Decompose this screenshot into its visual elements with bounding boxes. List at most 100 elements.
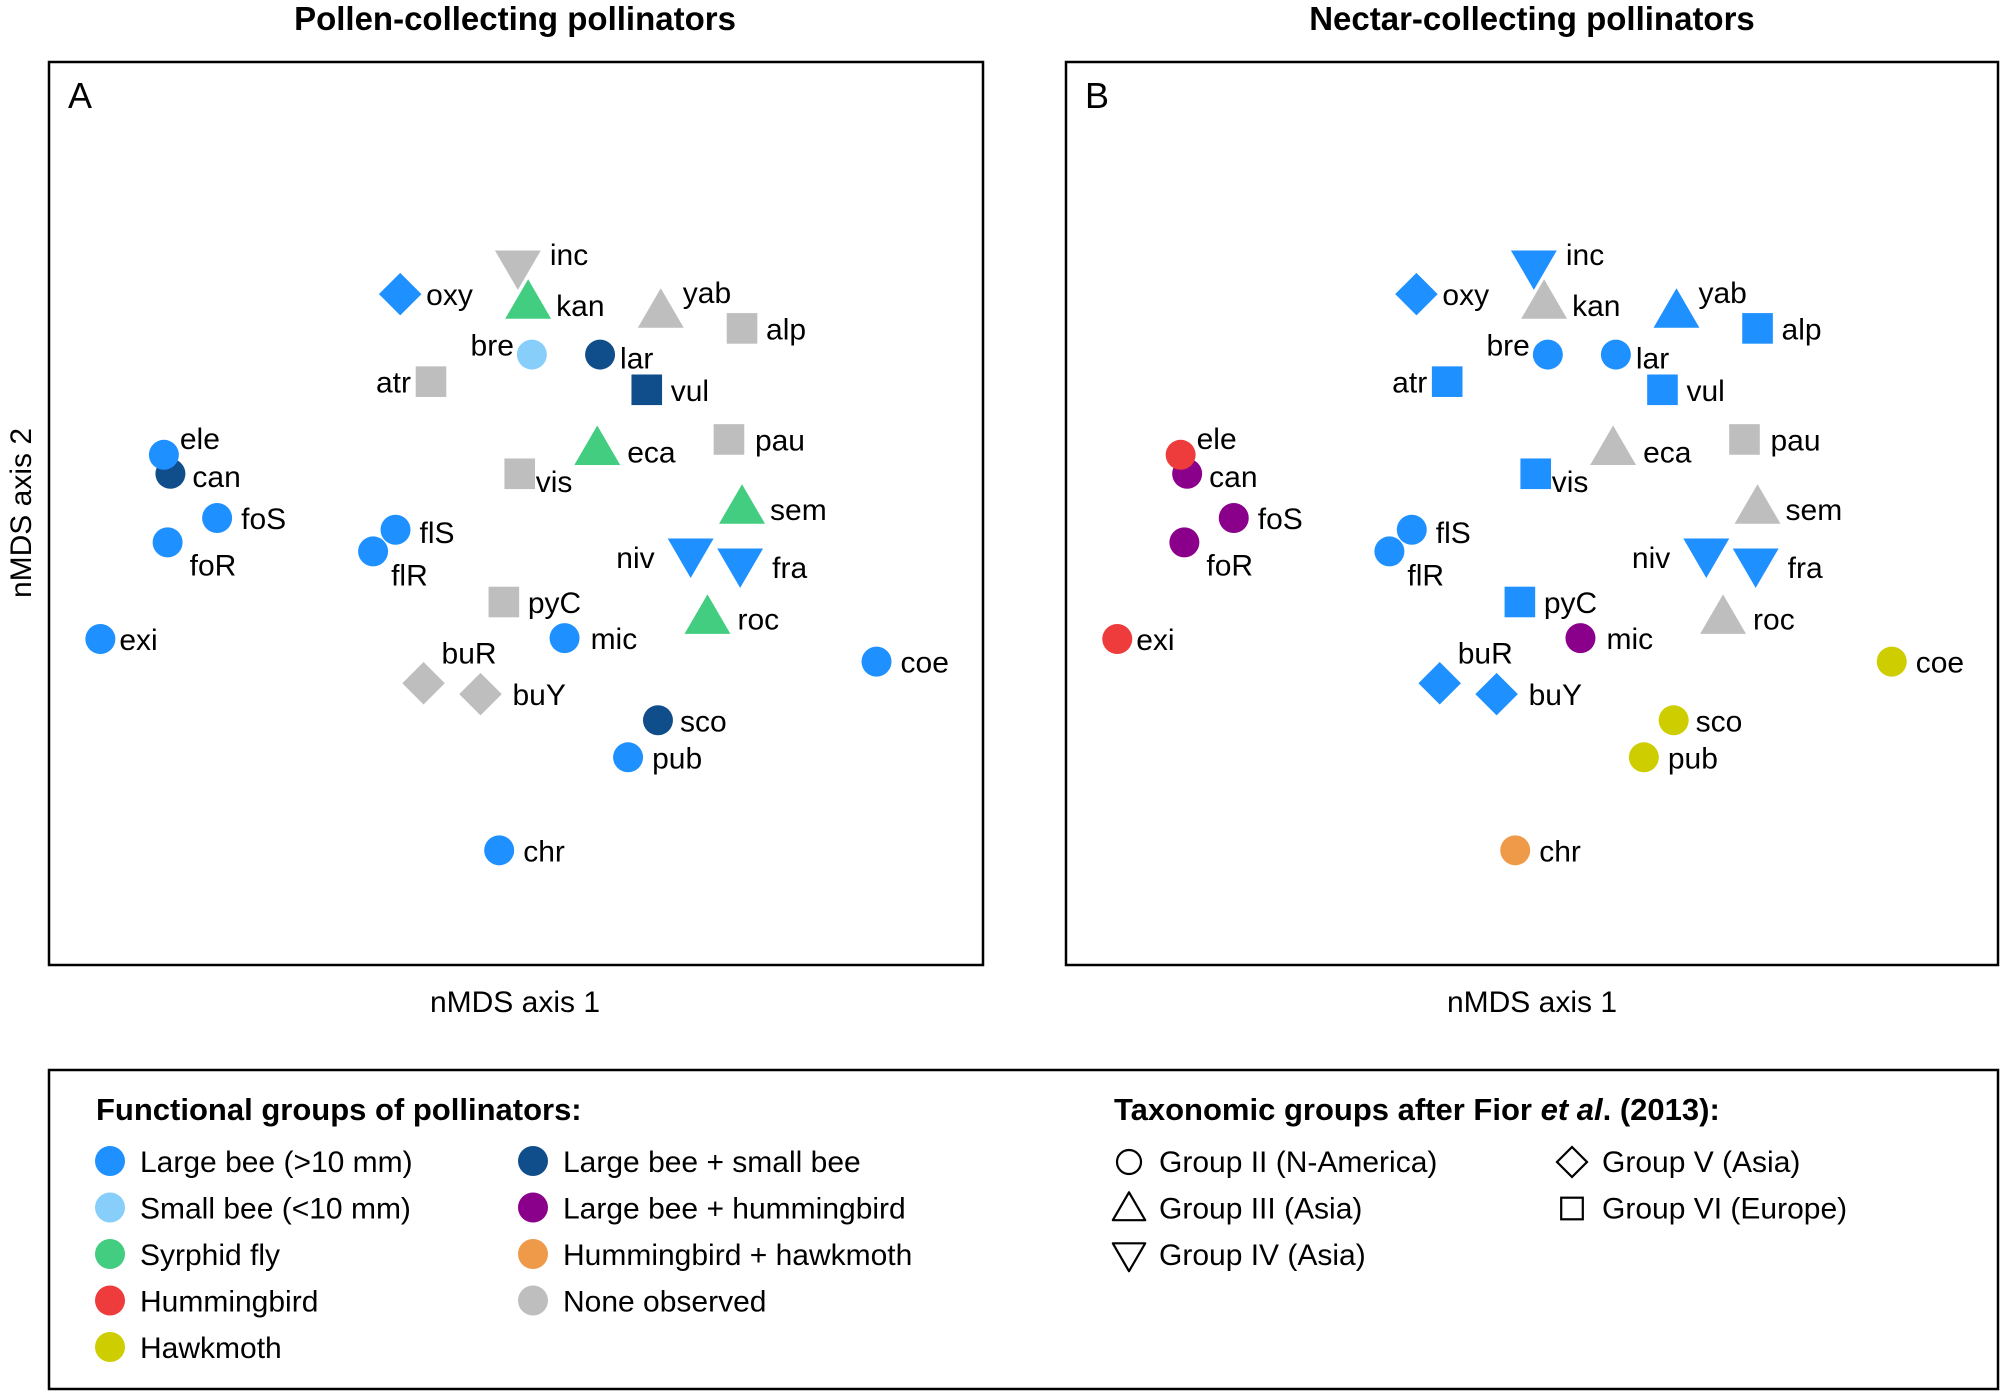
legend-item-label: Hawkmoth [140, 1332, 282, 1365]
legend-swatch-dot [518, 1192, 548, 1223]
diamond-outline-icon [1555, 1145, 1589, 1179]
panel-a-title: Pollen-collecting pollinators [294, 0, 736, 37]
marker-triangle-up [1734, 484, 1781, 524]
point-label: exi [119, 624, 157, 657]
point-label: coe [901, 647, 949, 680]
marker-square [1647, 374, 1678, 406]
data-point-lar: lar [585, 339, 653, 376]
marker-diamond [1395, 272, 1438, 316]
marker-square [1742, 313, 1773, 344]
point-label: lar [1636, 343, 1669, 376]
data-point-ele: ele [1165, 423, 1237, 470]
point-label: foR [190, 549, 237, 582]
marker-triangle-up [574, 425, 621, 466]
panel-b-title: Nectar-collecting pollinators [1309, 0, 1755, 37]
point-label: flR [1407, 559, 1444, 592]
marker-circle [85, 624, 116, 655]
point-label: alp [766, 313, 806, 346]
legend-functional-title: Functional groups of pollinators: [96, 1092, 582, 1127]
marker-triangle-up [505, 279, 552, 319]
point-label: vul [671, 375, 709, 408]
legend-taxonomic-items: Group II (N-America) Group III (Asia) Grou… [1111, 1145, 1847, 1273]
point-label: fra [1788, 552, 1823, 585]
legend-group-circle: Group II (N-America) [1115, 1146, 1437, 1179]
legend-swatch-dot [518, 1239, 548, 1269]
marker-triangle-up [1653, 288, 1700, 328]
data-point-pyC: pyC [488, 586, 581, 620]
data-point-buY: buY [1475, 672, 1582, 716]
data-point-eca: eca [1590, 425, 1692, 469]
point-label: pub [1668, 742, 1718, 775]
data-point-oxy: oxy [1395, 272, 1489, 316]
data-point-lar: lar [1600, 339, 1669, 376]
marker-triangle-up [684, 594, 731, 634]
point-label: ele [180, 423, 220, 456]
marker-circle [484, 835, 515, 866]
data-point-exi: exi [1102, 624, 1175, 657]
point-label: yab [1698, 277, 1746, 310]
legend-item-label: Large bee + small bee [563, 1146, 861, 1179]
data-point-buY: buY [459, 672, 566, 716]
legend-item-hummingbird: Hummingbird [95, 1285, 318, 1319]
legend-item-hawkmoth: Hawkmoth [95, 1332, 282, 1365]
marker-square [1729, 424, 1760, 455]
point-label: bre [1486, 330, 1529, 363]
data-point-bre: bre [471, 330, 547, 370]
marker-triangle-up [719, 484, 765, 524]
data-point-niv: niv [1632, 538, 1730, 578]
point-label: chr [1539, 835, 1581, 868]
panel-a-x-axis-label: nMDS axis 1 [430, 986, 600, 1019]
marker-diamond [378, 272, 422, 316]
marker-circle [1102, 624, 1133, 655]
marker-square [1520, 458, 1552, 490]
legend-taxonomic-title: Taxonomic groups after Fior et al. (2013… [1114, 1092, 1720, 1127]
marker-circle [1532, 339, 1563, 370]
legend: Functional groups of pollinators: Large … [47, 1068, 2000, 1391]
panel-b: Nectar-collecting pollinators B oxy inc ka… [1064, 0, 2000, 1019]
marker-diamond [459, 672, 502, 716]
point-label: pub [652, 742, 702, 775]
point-label: exi [1136, 624, 1174, 657]
data-point-yab: yab [637, 277, 731, 328]
point-label: eca [1643, 436, 1692, 469]
marker-diamond [1418, 662, 1461, 705]
data-point-pau: pau [713, 424, 805, 457]
data-point-foR: foR [152, 527, 237, 582]
point-label: lar [620, 343, 653, 376]
marker-circle [1169, 527, 1200, 558]
marker-circle [642, 705, 673, 736]
point-label: flS [420, 517, 455, 550]
marker-square [1504, 586, 1536, 618]
point-label: flS [1436, 517, 1471, 550]
marker-diamond [402, 662, 445, 705]
point-label: kan [556, 290, 604, 323]
legend-item-label: Small bee (<10 mm) [140, 1193, 411, 1226]
panel-a-y-axis-label: nMDS axis 2 [5, 428, 38, 598]
point-label: vis [1552, 466, 1589, 499]
panel-a-frame [47, 60, 985, 967]
data-point-foS: foS [202, 503, 286, 536]
legend-group-triangle-down: Group IV (Asia) [1111, 1239, 1366, 1273]
point-label: chr [523, 835, 565, 868]
legend-item-label: Hummingbird [140, 1286, 318, 1319]
data-point-vul: vul [631, 374, 709, 408]
data-point-sem: sem [1734, 484, 1842, 527]
data-point-atr: atr [1392, 366, 1463, 400]
legend-group-label: Group IV (Asia) [1159, 1239, 1366, 1272]
marker-triangle-down [717, 548, 764, 588]
legend-swatch-dot [95, 1146, 125, 1176]
marker-circle [1658, 705, 1689, 736]
data-point-pau: pau [1729, 424, 1821, 457]
point-label: sem [770, 494, 827, 527]
legend-swatch-dot [518, 1285, 548, 1316]
marker-circle [1500, 835, 1531, 866]
data-point-chr: chr [484, 835, 565, 868]
marker-triangle-up [637, 288, 684, 328]
marker-circle [516, 339, 547, 370]
marker-triangle-down [1510, 250, 1557, 290]
data-point-sco: sco [1658, 705, 1742, 738]
marker-square [713, 424, 745, 455]
data-point-flR: flR [1374, 536, 1444, 592]
